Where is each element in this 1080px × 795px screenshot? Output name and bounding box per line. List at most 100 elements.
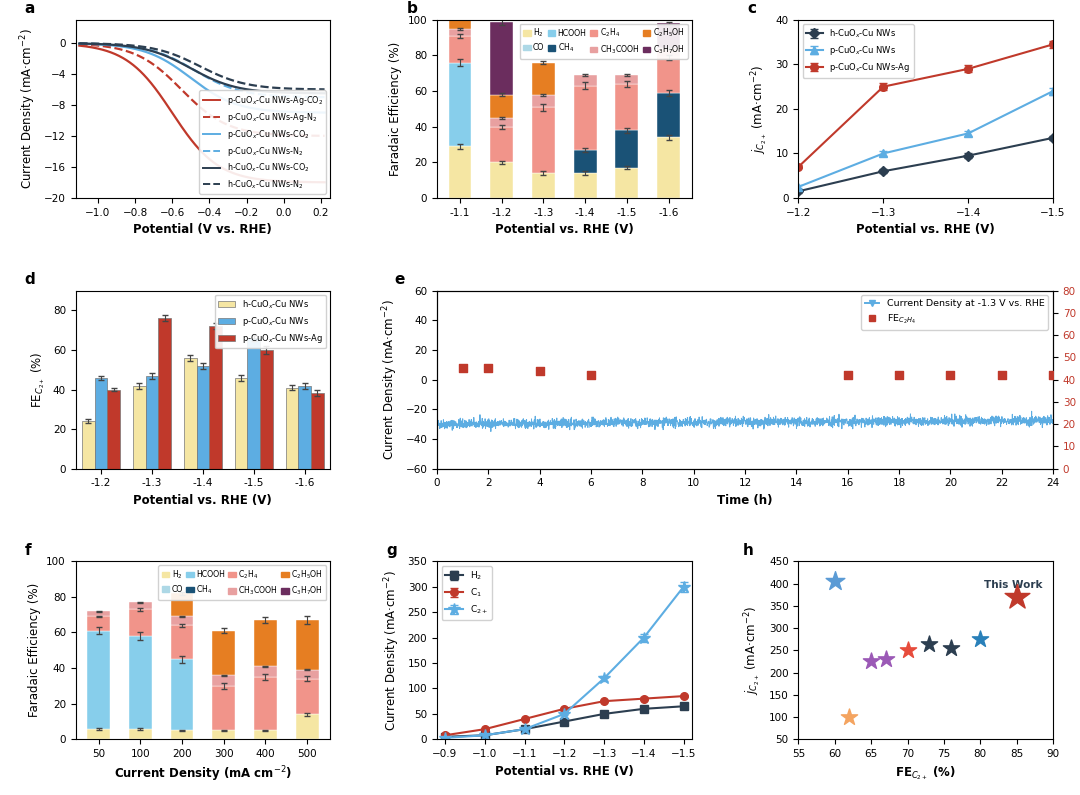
Bar: [87, 611, 110, 616]
Bar: [129, 609, 152, 636]
Bar: [296, 679, 319, 715]
Y-axis label: Current Density (mA·cm$^{-2}$): Current Density (mA·cm$^{-2}$): [18, 29, 38, 189]
Bar: [129, 603, 152, 609]
Bar: [657, 57, 680, 93]
Bar: [448, 36, 472, 63]
Bar: [146, 376, 159, 469]
Bar: [254, 666, 276, 677]
Bar: [616, 75, 638, 84]
X-axis label: FE$_{C_{2+}}$ (%): FE$_{C_{2+}}$ (%): [895, 765, 956, 782]
Y-axis label: Current Density (mA·cm$^{-2}$): Current Density (mA·cm$^{-2}$): [380, 299, 400, 460]
Legend: h-CuO$_x$-Cu NWs, p-CuO$_x$-Cu NWs, p-CuO$_x$-Cu NWs-Ag: h-CuO$_x$-Cu NWs, p-CuO$_x$-Cu NWs, p-Cu…: [802, 24, 914, 78]
Point: [899, 644, 916, 657]
Text: b: b: [406, 2, 417, 17]
Bar: [197, 366, 210, 469]
X-axis label: Current Density (mA cm$^{-2}$): Current Density (mA cm$^{-2}$): [113, 765, 292, 784]
Bar: [657, 138, 680, 198]
Point: [863, 655, 880, 668]
Point: [840, 711, 858, 723]
Bar: [616, 130, 638, 168]
Bar: [298, 386, 311, 469]
Bar: [448, 18, 472, 29]
Y-axis label: $j_{C_{2+}}$ (mA·cm$^{-2}$): $j_{C_{2+}}$ (mA·cm$^{-2}$): [750, 64, 770, 153]
Bar: [210, 326, 222, 469]
Bar: [87, 729, 110, 739]
Y-axis label: Current Density (mA·cm$^{-2}$): Current Density (mA·cm$^{-2}$): [382, 570, 402, 731]
Bar: [159, 318, 171, 469]
Bar: [490, 162, 513, 198]
Point: [480, 362, 497, 374]
X-axis label: Time (h): Time (h): [717, 494, 773, 507]
Point: [531, 364, 549, 377]
Bar: [213, 675, 235, 686]
Bar: [490, 118, 513, 126]
Legend: H$_2$, CO, HCOOH, CH$_4$, C$_2$H$_4$, CH$_3$COOH, C$_2$H$_5$OH, C$_3$H$_7$OH: H$_2$, CO, HCOOH, CH$_4$, C$_2$H$_4$, CH…: [159, 565, 326, 600]
Point: [1008, 591, 1025, 603]
Bar: [490, 126, 513, 162]
Point: [943, 642, 960, 654]
X-axis label: Potential (V vs. RHE): Potential (V vs. RHE): [134, 223, 272, 236]
Bar: [129, 729, 152, 739]
Bar: [171, 616, 193, 626]
Bar: [311, 394, 324, 469]
Bar: [490, 95, 513, 118]
Text: d: d: [25, 272, 36, 287]
Y-axis label: $j_{C_{2+}}$ (mA·cm$^{-2}$): $j_{C_{2+}}$ (mA·cm$^{-2}$): [743, 606, 764, 695]
Bar: [616, 168, 638, 198]
Text: g: g: [387, 543, 396, 558]
Bar: [213, 731, 235, 739]
Bar: [490, 21, 513, 95]
Text: e: e: [394, 272, 404, 287]
Bar: [171, 626, 193, 659]
Legend: Current Density at -1.3 V vs. RHE, FE$_{C_2H_4}$: Current Density at -1.3 V vs. RHE, FE$_{…: [861, 295, 1049, 330]
Bar: [532, 173, 555, 198]
Bar: [532, 63, 555, 95]
Point: [890, 369, 907, 382]
Bar: [448, 146, 472, 198]
Bar: [129, 636, 152, 729]
X-axis label: Potential vs. RHE (V): Potential vs. RHE (V): [495, 765, 634, 778]
Bar: [95, 378, 107, 469]
Legend: H$_2$, CO, HCOOH, CH$_4$, C$_2$H$_4$, CH$_3$COOH, C$_2$H$_5$OH, C$_3$H$_7$OH: H$_2$, CO, HCOOH, CH$_4$, C$_2$H$_4$, CH…: [519, 24, 688, 59]
Bar: [532, 107, 555, 173]
Bar: [171, 593, 193, 616]
Point: [454, 362, 471, 374]
Y-axis label: Faradaic Efficiency (%): Faradaic Efficiency (%): [389, 42, 402, 176]
Bar: [234, 378, 247, 469]
Bar: [573, 173, 596, 198]
Point: [942, 369, 959, 382]
Bar: [573, 86, 596, 150]
Legend: H$_2$, C$_1$, C$_{2+}$: H$_2$, C$_1$, C$_{2+}$: [442, 566, 492, 619]
Point: [839, 369, 856, 382]
Bar: [184, 358, 197, 469]
Text: h: h: [742, 543, 754, 558]
Y-axis label: FE$_{C_{2+}}$ (%): FE$_{C_{2+}}$ (%): [29, 351, 48, 408]
Legend: h-CuO$_x$-Cu NWs, p-CuO$_x$-Cu NWs, p-CuO$_x$-Cu NWs-Ag: h-CuO$_x$-Cu NWs, p-CuO$_x$-Cu NWs, p-Cu…: [215, 295, 326, 348]
Bar: [247, 338, 260, 469]
X-axis label: Potential vs. RHE (V): Potential vs. RHE (V): [134, 494, 272, 507]
Bar: [657, 23, 680, 48]
Point: [826, 575, 843, 588]
X-axis label: Potential vs. RHE (V): Potential vs. RHE (V): [495, 223, 634, 236]
Point: [921, 638, 939, 650]
Bar: [296, 715, 319, 739]
Bar: [171, 659, 193, 731]
Point: [993, 369, 1010, 382]
Bar: [448, 29, 472, 36]
Text: This Work: This Work: [984, 580, 1042, 590]
Bar: [82, 421, 95, 469]
Bar: [573, 75, 596, 86]
Point: [582, 369, 599, 382]
Bar: [213, 686, 235, 731]
Bar: [296, 620, 319, 670]
Bar: [573, 150, 596, 173]
Bar: [657, 48, 680, 57]
Bar: [213, 630, 235, 675]
Bar: [260, 350, 273, 469]
Bar: [133, 386, 146, 469]
Bar: [532, 95, 555, 107]
Y-axis label: Faradaic Efficiency (%): Faradaic Efficiency (%): [28, 584, 41, 717]
Bar: [448, 63, 472, 146]
Bar: [296, 670, 319, 679]
Point: [1044, 369, 1062, 382]
